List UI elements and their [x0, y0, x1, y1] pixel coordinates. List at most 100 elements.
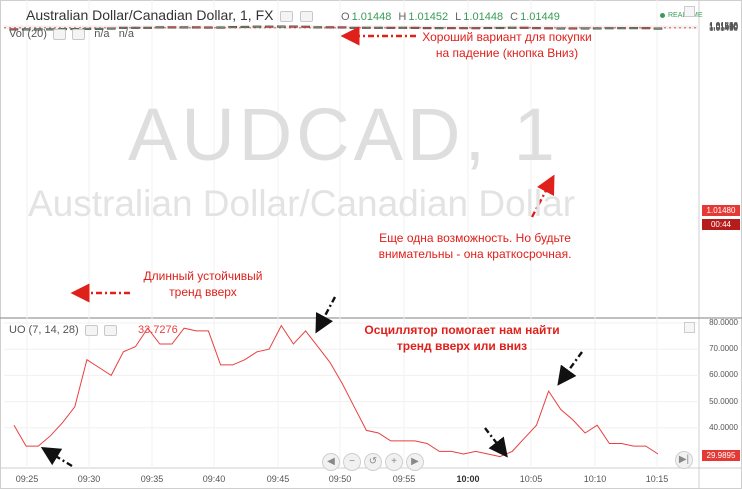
time-axis-label: 09:25	[15, 474, 39, 484]
time-axis-label: 10:15	[645, 474, 669, 484]
time-axis-label: 09:30	[77, 474, 101, 484]
symbol-title-text: Australian Dollar/Canadian Dollar, 1, FX	[26, 7, 274, 23]
oscillator-last-tag: 29.9895	[702, 450, 740, 461]
candle-body	[191, 26, 201, 29]
ohlc-high-key: H	[398, 11, 407, 23]
ohlc-readout: O 1.01448 H 1.01452 L 1.01448 C 1.01449	[341, 11, 564, 23]
oscillator-pane-maximize-icon[interactable]	[684, 322, 695, 333]
price-axis-label: 1.01550	[709, 21, 738, 30]
price-axis-label: 1.01510	[709, 22, 738, 32]
price-axis-label: 1.01450	[709, 23, 738, 33]
volume-legend[interactable]: Vol (20) n/a n/a	[9, 28, 134, 40]
price-axis-label: 1.01460	[709, 23, 738, 33]
price-axis-label: 1.01540	[709, 21, 738, 31]
volume-value-2: n/a	[118, 28, 134, 40]
candle-body	[143, 26, 152, 29]
time-axis-label: 09:40	[202, 474, 226, 484]
candle-body	[289, 25, 298, 28]
arrow-osc-start	[40, 447, 73, 468]
ohlc-low-key: L	[455, 11, 462, 23]
candle-body	[544, 27, 553, 30]
candle-body	[568, 27, 578, 30]
volume-settings-icon[interactable]	[52, 28, 66, 40]
oscillator-axis-label: 50.0000	[709, 396, 738, 406]
volume-close-icon[interactable]	[72, 28, 86, 40]
price-axis-label: 1.01470	[709, 23, 738, 33]
time-axis-label: 10:10	[583, 474, 607, 484]
pane-maximize-icon[interactable]	[684, 6, 695, 17]
scroll-back-button[interactable]: ◀	[322, 453, 340, 471]
countdown-tag: 00:44	[702, 219, 740, 230]
oscillator-axis-label: 60.0000	[709, 370, 738, 380]
candle-body	[276, 25, 286, 28]
last-price-tag: 1.01480	[702, 205, 740, 216]
ohlc-open-key: O	[341, 11, 350, 23]
candle-body	[33, 28, 43, 31]
ohlc-open-value: 1.01448	[351, 11, 392, 23]
oscillator-label: UO (7, 14, 28)	[9, 324, 79, 336]
oscillator-legend[interactable]: UO (7, 14, 28)	[9, 324, 117, 336]
time-axis-label: 09:35	[140, 474, 164, 484]
candle-body	[507, 26, 517, 29]
arrow-osc-trough	[484, 427, 508, 458]
candle-body	[21, 28, 31, 31]
scroll-to-realtime-button[interactable]: ▶|	[675, 451, 693, 469]
candle-body	[106, 27, 116, 30]
candle-body	[653, 27, 663, 30]
time-axis-label: 09:45	[266, 474, 290, 484]
candle-body	[422, 27, 432, 30]
oscillator-settings-icon[interactable]	[84, 324, 98, 336]
price-axis-label: 1.01490	[709, 22, 738, 32]
ohlc-low-value: 1.01448	[463, 11, 504, 23]
close-icon[interactable]	[300, 10, 314, 22]
time-axis-label: 10:00	[456, 474, 480, 484]
candle-body	[483, 26, 493, 30]
price-axis-label: 1.01500	[709, 22, 738, 32]
ohlc-close-key: C	[510, 11, 519, 23]
annotation-oscillator: Осциллятор помогает нам найти тренд ввер…	[364, 323, 560, 353]
price-axis-label: 1.01520	[709, 21, 738, 31]
symbol-title[interactable]: Australian Dollar/Canadian Dollar, 1, FX	[26, 7, 314, 23]
price-axis-label: 1.01530	[709, 21, 738, 31]
arrow-osc-peak	[315, 296, 337, 334]
reset-button[interactable]: ↺	[364, 453, 382, 471]
oscillator-close-icon[interactable]	[103, 324, 117, 336]
watermark-ticker: AUDCAD, 1	[128, 93, 559, 176]
arrow-osc-spike	[557, 351, 583, 386]
oscillator-axis-label: 80.0000	[709, 318, 738, 327]
oscillator-current-value: 33.7276	[138, 324, 178, 336]
scroll-forward-button[interactable]: ▶	[406, 453, 424, 471]
annotation-sell-opportunity: Хороший вариант для покупки на падение (…	[422, 30, 592, 60]
candle-body	[592, 27, 602, 30]
candle-body	[301, 25, 310, 28]
zoom-in-button[interactable]: +	[385, 453, 403, 471]
time-axis-label: 09:50	[328, 474, 352, 484]
annotation-short-opportunity: Еще одна возможность. Но будьте внимател…	[378, 231, 572, 261]
candle-body	[313, 26, 323, 29]
time-axis-label: 10:05	[519, 474, 543, 484]
annotation-long-trend: Длинный устойчивый тренд вверх	[143, 269, 263, 299]
time-axis-label: 09:55	[392, 474, 416, 484]
oscillator-axis-label: 40.0000	[709, 422, 738, 432]
realtime-badge: REALTIME	[660, 12, 703, 19]
candle-body	[398, 26, 408, 29]
chart-navigation: ◀ − ↺ + ▶	[322, 451, 427, 471]
oscillator-axis-label: 70.0000	[709, 344, 738, 354]
watermark-name: Australian Dollar/Canadian Dollar	[28, 183, 576, 224]
arrow-to-short-entry	[530, 174, 555, 218]
ohlc-high-value: 1.01452	[408, 11, 449, 23]
candle-body	[264, 25, 274, 28]
zoom-out-button[interactable]: −	[343, 453, 361, 471]
candle-body	[9, 28, 19, 31]
candle-body	[167, 26, 177, 29]
volume-value-1: n/a	[94, 28, 110, 40]
ohlc-close-value: 1.01449	[520, 11, 560, 23]
candle-body	[228, 26, 237, 29]
settings-icon[interactable]	[280, 10, 294, 22]
volume-label: Vol (20)	[9, 28, 47, 40]
realtime-dot-icon	[660, 12, 665, 18]
oscillator-line	[13, 324, 659, 458]
candle-body	[252, 25, 262, 28]
